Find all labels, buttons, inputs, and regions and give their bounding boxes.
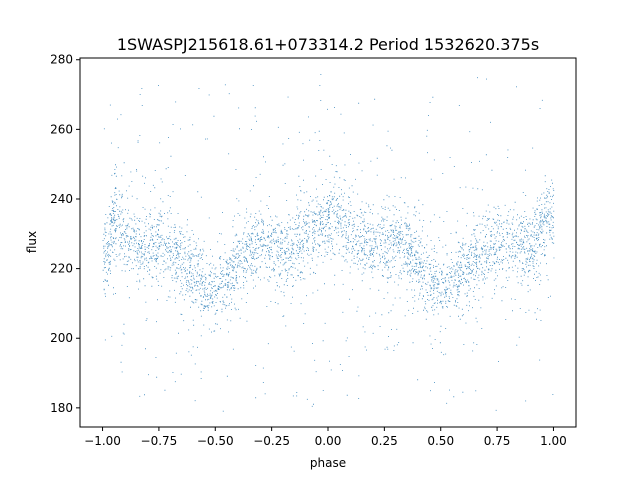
y-tick-label: 280 [50,53,73,67]
x-tick-label: 0.50 [427,434,454,448]
x-axis: −1.00 −0.75 −0.50 −0.25 0.00 0.25 0.50 0.75 1.00 [84,427,567,448]
y-tick-label: 220 [50,262,73,276]
x-tick-label: −0.50 [197,434,234,448]
y-tick-label: 240 [50,192,73,206]
x-tick-label: 0.75 [484,434,511,448]
x-tick-label: 0.00 [315,434,342,448]
x-tick-label: −0.25 [253,434,290,448]
chart-title: 1SWASPJ215618.61+073314.2 Period 1532620… [117,35,539,54]
x-tick-label: −1.00 [84,434,121,448]
x-tick-label: 0.25 [371,434,398,448]
y-axis-label: flux [25,231,39,253]
y-axis: 180 200 220 240 260 280 [50,53,80,415]
y-tick-label: 180 [50,401,73,415]
x-tick-label: 1.00 [540,434,567,448]
x-tick-label: −0.75 [141,434,178,448]
x-axis-label: phase [310,456,346,470]
y-tick-label: 260 [50,122,73,136]
y-tick-label: 200 [50,331,73,345]
